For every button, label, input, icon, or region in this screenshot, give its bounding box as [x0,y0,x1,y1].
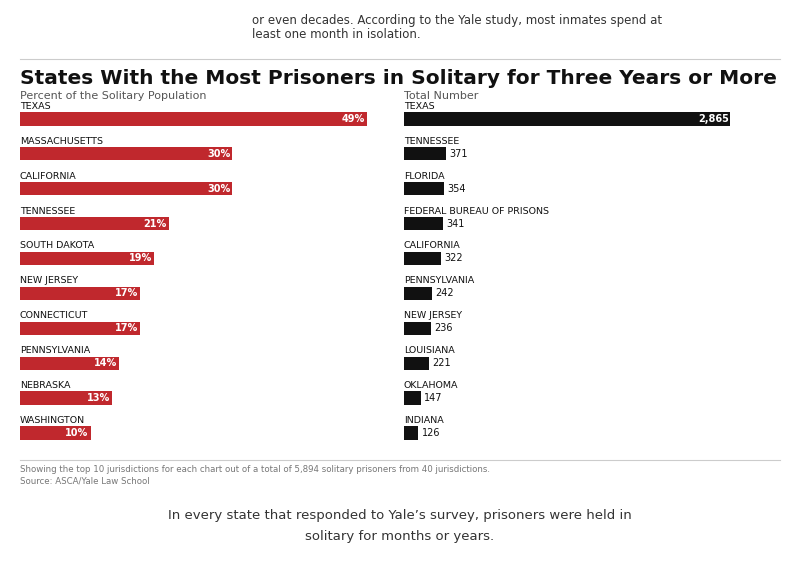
Bar [404,112,730,126]
Text: FLORIDA: FLORIDA [404,171,445,181]
Text: Percent of the Solitary Population: Percent of the Solitary Population [20,91,206,101]
Bar [20,182,232,195]
Text: 14%: 14% [94,358,117,368]
Bar [404,357,429,370]
Bar [404,426,418,440]
Text: Total Number: Total Number [404,91,478,101]
Text: least one month in isolation.: least one month in isolation. [252,28,421,41]
Text: WASHINGTON: WASHINGTON [20,416,85,425]
Text: LOUISIANA: LOUISIANA [404,346,454,355]
Text: CONNECTICUT: CONNECTICUT [20,311,88,320]
Text: 147: 147 [424,393,442,403]
Text: TEXAS: TEXAS [20,102,50,111]
Text: NEW JERSEY: NEW JERSEY [404,311,462,320]
Text: 242: 242 [435,288,454,298]
Text: 371: 371 [450,149,468,159]
Text: NEBRASKA: NEBRASKA [20,381,70,390]
Text: 322: 322 [444,254,462,264]
Bar [20,426,90,440]
Text: MASSACHUSETTS: MASSACHUSETTS [20,137,103,146]
Text: 10%: 10% [66,428,89,438]
Bar [20,252,154,265]
Bar [20,147,232,160]
Bar [404,321,431,335]
Text: PENNSYLVANIA: PENNSYLVANIA [20,346,90,355]
Text: Source: ASCA/Yale Law School: Source: ASCA/Yale Law School [20,477,150,486]
Text: 30%: 30% [207,149,230,159]
Text: 17%: 17% [115,323,138,333]
Text: 30%: 30% [207,184,230,194]
Bar [404,182,444,195]
Text: 341: 341 [446,218,465,229]
Bar [20,392,112,405]
Bar [20,112,366,126]
Text: 126: 126 [422,428,440,438]
Bar [20,287,140,300]
Text: INDIANA: INDIANA [404,416,444,425]
Text: TENNESSEE: TENNESSEE [404,137,459,146]
Text: 21%: 21% [143,218,166,229]
Text: PENNSYLVANIA: PENNSYLVANIA [404,276,474,285]
Bar [404,252,441,265]
Text: or even decades. According to the Yale study, most inmates spend at: or even decades. According to the Yale s… [252,14,662,27]
Bar [404,287,431,300]
Text: 19%: 19% [129,254,152,264]
Text: CALIFORNIA: CALIFORNIA [404,242,461,250]
Bar [20,217,169,230]
Text: 17%: 17% [115,288,138,298]
Text: CALIFORNIA: CALIFORNIA [20,171,77,181]
Text: In every state that responded to Yale’s survey, prisoners were held in
solitary : In every state that responded to Yale’s … [168,509,632,543]
Text: Showing the top 10 jurisdictions for each chart out of a total of 5,894 solitary: Showing the top 10 jurisdictions for eac… [20,465,490,474]
Text: OKLAHOMA: OKLAHOMA [404,381,458,390]
Bar [20,321,140,335]
Text: 2,865: 2,865 [698,114,729,124]
Bar [404,392,421,405]
Bar [404,147,446,160]
Text: NEW JERSEY: NEW JERSEY [20,276,78,285]
Text: SOUTH DAKOTA: SOUTH DAKOTA [20,242,94,250]
Bar [20,357,119,370]
Text: TEXAS: TEXAS [404,102,434,111]
Bar [404,217,443,230]
Text: 236: 236 [434,323,453,333]
Text: 354: 354 [448,184,466,194]
Text: States With the Most Prisoners in Solitary for Three Years or More: States With the Most Prisoners in Solita… [20,69,777,88]
Text: 13%: 13% [86,393,110,403]
Text: TENNESSEE: TENNESSEE [20,207,75,216]
Text: FEDERAL BUREAU OF PRISONS: FEDERAL BUREAU OF PRISONS [404,207,549,216]
Text: 49%: 49% [342,114,365,124]
Text: 221: 221 [433,358,451,368]
